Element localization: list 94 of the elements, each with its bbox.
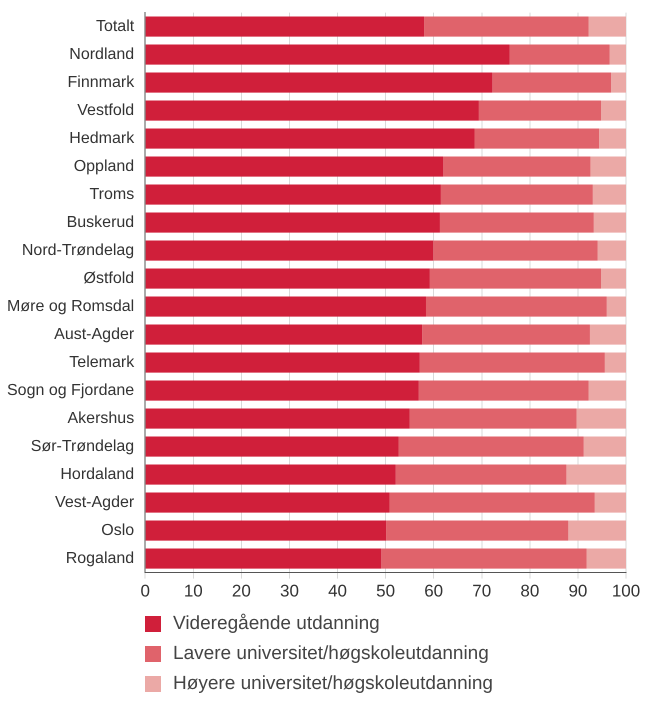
bar bbox=[510, 44, 610, 65]
bar bbox=[492, 72, 612, 93]
y-tick-label: Buskerud bbox=[66, 214, 134, 232]
x-tick-label: 10 bbox=[184, 581, 203, 600]
bar bbox=[146, 240, 434, 261]
x-tick-label: 50 bbox=[376, 581, 396, 600]
bar bbox=[430, 268, 601, 289]
x-tick-label: 90 bbox=[568, 581, 588, 600]
y-tick-label: Vest-Agder bbox=[55, 494, 135, 512]
y-tick-label: Rogaland bbox=[66, 550, 134, 568]
bar bbox=[604, 352, 626, 373]
y-tick-label: Møre og Romsdal bbox=[7, 298, 134, 316]
x-tick-label: 80 bbox=[520, 581, 540, 600]
bar bbox=[601, 268, 626, 289]
bar bbox=[146, 100, 479, 121]
bar bbox=[601, 100, 626, 121]
y-tick-label: Sør-Trøndelag bbox=[30, 438, 134, 456]
x-tick-label: 40 bbox=[328, 581, 347, 600]
y-tick-label: Oppland bbox=[74, 158, 134, 176]
bar bbox=[146, 72, 492, 93]
bar bbox=[426, 296, 607, 317]
bar bbox=[606, 296, 626, 317]
bar bbox=[576, 408, 626, 429]
bar bbox=[386, 520, 568, 541]
bar bbox=[410, 408, 576, 429]
y-tick-label: Totalt bbox=[96, 18, 135, 36]
legend-label: Høyere universitet/høgskoleutdanning bbox=[173, 673, 494, 695]
bar bbox=[146, 352, 420, 373]
x-tick-label: 30 bbox=[280, 581, 299, 600]
legend-label: Videregående utdanning bbox=[173, 613, 380, 635]
bar bbox=[590, 156, 626, 177]
bar bbox=[146, 268, 430, 289]
y-tick-label: Telemark bbox=[69, 354, 136, 372]
bar bbox=[146, 184, 441, 205]
bar bbox=[599, 128, 626, 149]
x-tick-label: 20 bbox=[232, 581, 251, 600]
x-tick-label: 70 bbox=[472, 581, 492, 600]
bar bbox=[420, 352, 605, 373]
y-tick-label: Troms bbox=[89, 186, 134, 204]
bar bbox=[146, 16, 424, 37]
x-tick-label: 0 bbox=[140, 581, 150, 600]
bar bbox=[443, 156, 590, 177]
bar bbox=[594, 492, 626, 513]
bar bbox=[146, 212, 440, 233]
legend-label: Lavere universitet/høgskoleutdanning bbox=[173, 643, 489, 665]
bar bbox=[418, 380, 588, 401]
bar bbox=[584, 436, 626, 457]
y-tick-label: Akershus bbox=[68, 410, 134, 428]
x-tick-label: 100 bbox=[612, 581, 640, 600]
bar bbox=[433, 240, 598, 261]
bar bbox=[566, 464, 626, 485]
bar bbox=[588, 16, 626, 37]
bar bbox=[590, 324, 626, 345]
bar bbox=[588, 380, 626, 401]
bar bbox=[592, 184, 626, 205]
bar bbox=[381, 548, 587, 569]
bar bbox=[610, 44, 626, 65]
bar bbox=[146, 380, 419, 401]
bar bbox=[396, 464, 566, 485]
bar bbox=[568, 520, 626, 541]
bar bbox=[586, 548, 626, 569]
bar bbox=[146, 548, 382, 569]
x-tick-label: 60 bbox=[424, 581, 444, 600]
bar bbox=[440, 212, 594, 233]
bar bbox=[611, 72, 626, 93]
bar bbox=[389, 492, 595, 513]
bar bbox=[424, 16, 588, 37]
y-tick-label: Vestfold bbox=[77, 102, 134, 120]
bar bbox=[146, 408, 410, 429]
y-tick-label: Hedmark bbox=[69, 130, 136, 148]
bar bbox=[440, 184, 593, 205]
bar bbox=[474, 128, 600, 149]
bar bbox=[146, 156, 444, 177]
bar bbox=[478, 100, 601, 121]
bar bbox=[146, 296, 426, 317]
bar bbox=[146, 492, 390, 513]
bar bbox=[594, 212, 626, 233]
bar bbox=[598, 240, 626, 261]
y-tick-label: Aust-Agder bbox=[54, 326, 135, 344]
y-tick-label: Hordaland bbox=[60, 466, 134, 484]
y-tick-label: Oslo bbox=[101, 522, 134, 540]
y-tick-label: Sogn og Fjordane bbox=[7, 382, 134, 400]
y-tick-label: Nord-Trøndelag bbox=[22, 242, 134, 260]
bar bbox=[146, 324, 422, 345]
bar bbox=[146, 436, 399, 457]
y-tick-label: Finnmark bbox=[68, 74, 136, 92]
bar bbox=[422, 324, 590, 345]
bar bbox=[146, 464, 396, 485]
bar bbox=[398, 436, 584, 457]
y-tick-label: Østfold bbox=[84, 270, 134, 288]
y-tick-label: Nordland bbox=[69, 46, 134, 64]
bar bbox=[146, 44, 510, 65]
bar bbox=[146, 520, 386, 541]
bar bbox=[146, 128, 475, 149]
